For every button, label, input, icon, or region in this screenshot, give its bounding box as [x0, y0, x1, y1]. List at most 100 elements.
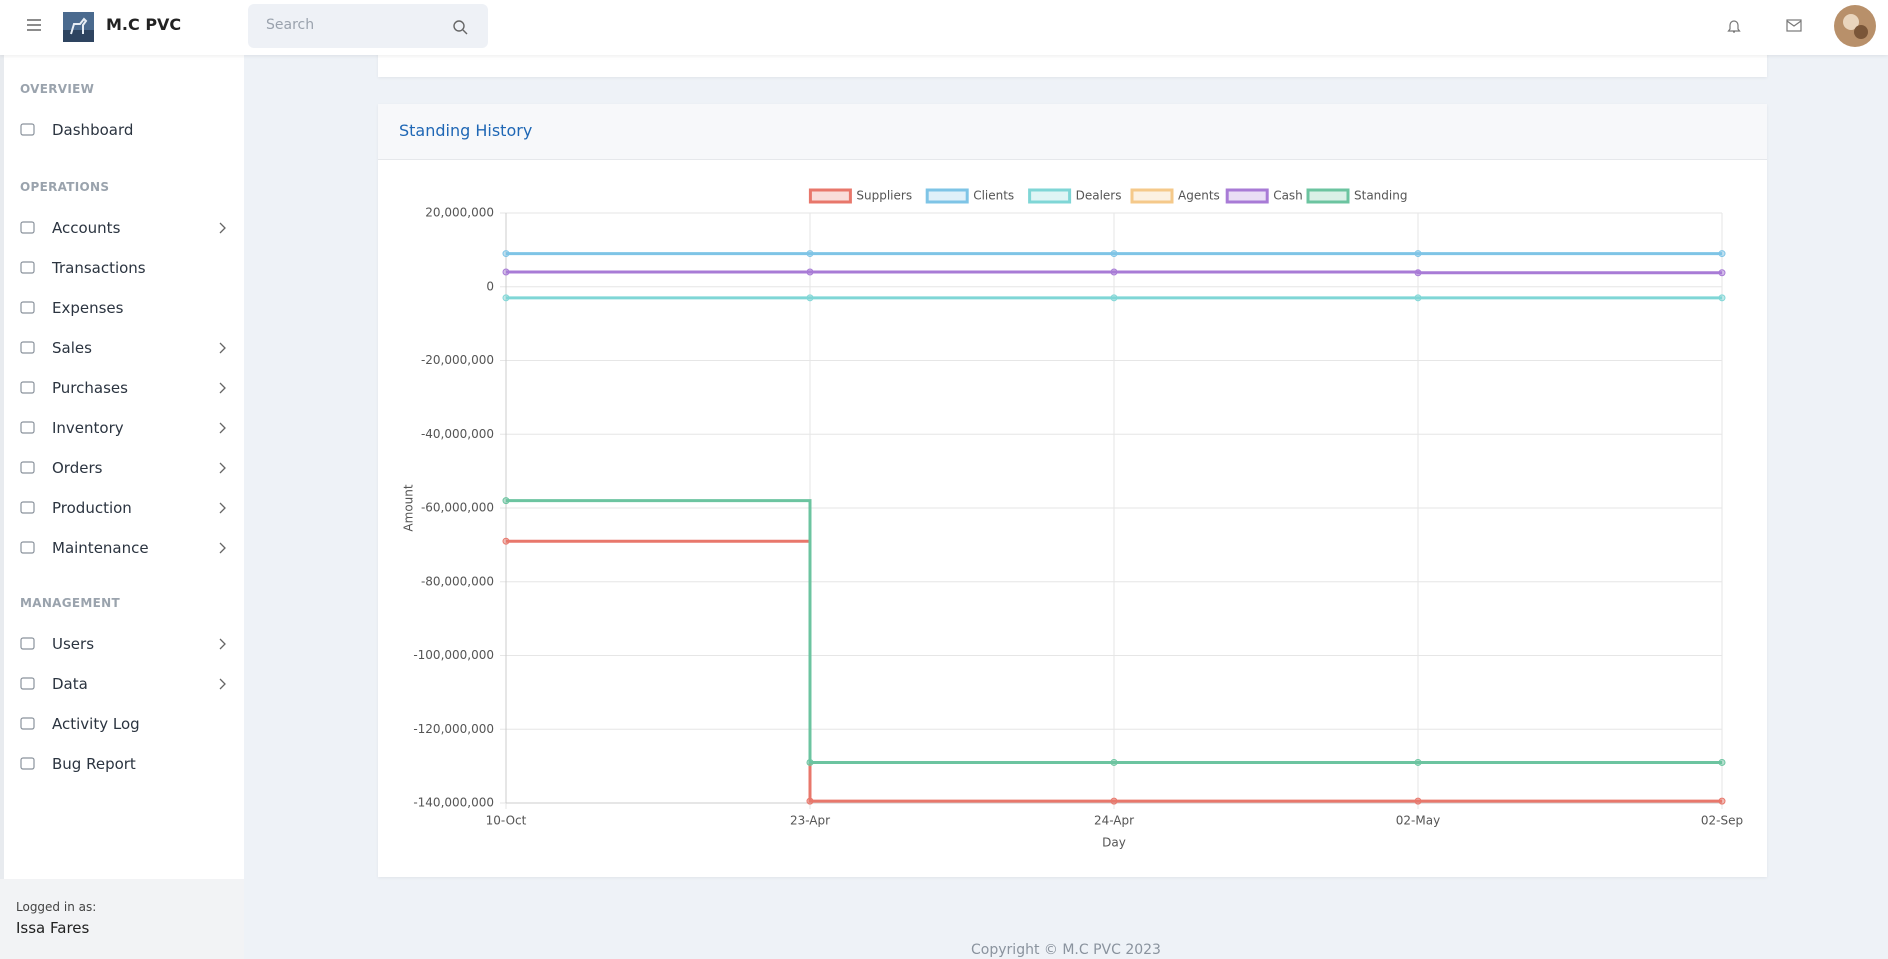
data-point: [806, 250, 814, 258]
chevron: [219, 542, 226, 554]
nav-icon: [20, 381, 35, 394]
data-point: [1414, 269, 1422, 277]
chart-card: Standing History: [378, 104, 1767, 877]
nav-item[interactable]: Maintenance: [4, 530, 244, 566]
y-axis-label: Amount: [402, 484, 416, 531]
data-point: [502, 294, 510, 302]
data-point: [1414, 797, 1422, 805]
nav-icon: [20, 341, 35, 354]
data-point: [1718, 269, 1726, 277]
chevron: [219, 222, 226, 234]
nav-icon: [20, 301, 35, 314]
y-tick-label: 20,000,000: [425, 206, 494, 220]
footer: Copyright © M.C PVC 2023: [971, 942, 1161, 958]
legend-label: Dealers: [1076, 189, 1122, 203]
chevron: [219, 502, 226, 514]
search-box[interactable]: Search: [248, 4, 488, 48]
nav-icon: [20, 421, 35, 434]
nav-label: Expenses: [52, 299, 124, 317]
data-point: [806, 294, 814, 302]
nav-label: Data: [52, 675, 88, 693]
card-title: Standing History: [399, 121, 533, 140]
nav-item[interactable]: Users: [4, 626, 244, 662]
nav-item[interactable]: Expenses: [4, 290, 244, 326]
legend-label: Cash: [1273, 189, 1303, 203]
data-point: [1110, 250, 1118, 258]
nav-item[interactable]: Inventory: [4, 410, 244, 446]
legend-swatch: [1130, 188, 1174, 204]
legend-label: Standing: [1354, 189, 1407, 203]
data-point: [1110, 758, 1118, 766]
data-point: [1110, 268, 1118, 276]
section-title: OVERVIEW: [20, 82, 95, 96]
legend-label: Agents: [1178, 189, 1220, 203]
y-tick-label: -100,000,000: [413, 648, 494, 662]
y-tick-label: -60,000,000: [421, 501, 494, 515]
legend-swatch: [1028, 188, 1072, 204]
sidebar: Logged in as: Issa Fares OVERVIEW Dashboa…: [0, 55, 244, 959]
x-tick-label: 02-May: [1396, 814, 1440, 828]
nav-item[interactable]: Bug Report: [4, 746, 244, 782]
section-title: OPERATIONS: [20, 180, 110, 194]
data-point: [1718, 797, 1726, 805]
nav-item[interactable]: Data: [4, 666, 244, 702]
data-point: [502, 250, 510, 258]
menu-button[interactable]: [26, 18, 42, 32]
nav-label: Inventory: [52, 419, 124, 437]
brand: M.C PVC: [106, 15, 182, 34]
nav-icon: [20, 677, 35, 690]
x-tick-label: 23-Apr: [790, 814, 830, 828]
y-tick-label: -140,000,000: [413, 796, 494, 810]
data-point: [1718, 250, 1726, 258]
series-line: [506, 499, 1722, 764]
x-axis-label: Day: [1102, 836, 1126, 850]
chevron: [219, 638, 226, 650]
y-tick-label: 0: [486, 279, 494, 293]
nav-label: Transactions: [52, 259, 146, 277]
nav-label: Orders: [52, 459, 103, 477]
user-panel: Logged in as: Issa Fares: [0, 879, 244, 959]
data-point: [1414, 294, 1422, 302]
nav-label: Sales: [52, 339, 92, 357]
data-point: [1718, 294, 1726, 302]
nav-item[interactable]: Dashboard: [4, 112, 244, 148]
avatar[interactable]: [1833, 4, 1877, 48]
nav-icon: [20, 541, 35, 554]
legend-swatch: [1225, 188, 1269, 204]
nav-label: Bug Report: [52, 755, 136, 773]
data-point: [1110, 294, 1118, 302]
logged-in-label: Logged in as:: [16, 900, 97, 914]
nav-item[interactable]: Sales: [4, 330, 244, 366]
nav-item[interactable]: Activity Log: [4, 706, 244, 742]
search-icon: [453, 20, 468, 35]
notifications-button[interactable]: [1727, 18, 1741, 34]
y-tick-label: -40,000,000: [421, 427, 494, 441]
y-tick-label: -20,000,000: [421, 353, 494, 367]
chevron: [219, 678, 226, 690]
y-tick-label: -80,000,000: [421, 574, 494, 588]
chevron: [219, 342, 226, 354]
nav-item[interactable]: Accounts: [4, 210, 244, 246]
nav-label: Maintenance: [52, 539, 149, 557]
nav-item[interactable]: Orders: [4, 450, 244, 486]
nav-label: Users: [52, 635, 95, 653]
messages-button[interactable]: [1786, 19, 1802, 32]
data-point: [502, 268, 510, 276]
nav-label: Dashboard: [52, 121, 134, 139]
nav-item[interactable]: Transactions: [4, 250, 244, 286]
nav-icon: [20, 637, 35, 650]
nav-icon: [20, 221, 35, 234]
series-line: [506, 270, 1722, 275]
card-header: Standing History: [378, 104, 1767, 160]
chevron: [219, 462, 226, 474]
data-point: [1718, 758, 1726, 766]
nav-item[interactable]: Purchases: [4, 370, 244, 406]
nav-label: Purchases: [52, 379, 128, 397]
nav-item[interactable]: Production: [4, 490, 244, 526]
nav-icon: [20, 461, 35, 474]
nav-label: Accounts: [52, 219, 121, 237]
nav-label: Production: [52, 499, 132, 517]
nav-icon: [20, 757, 35, 770]
